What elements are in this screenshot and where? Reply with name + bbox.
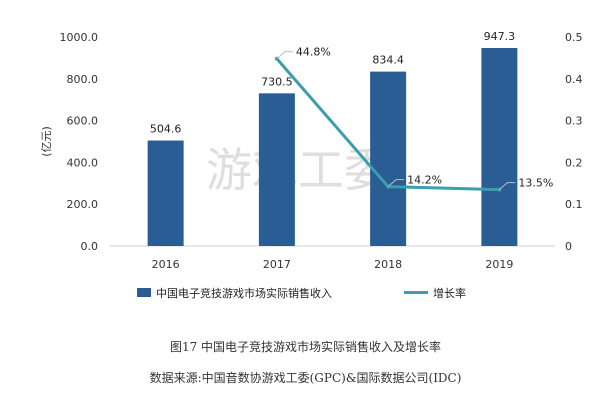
legend: 中国电子竞技游戏市场实际销售收入 增长率 xyxy=(137,286,466,300)
y-right-tick-label: 0.2 xyxy=(565,156,583,169)
y-right-tick-label: 0 xyxy=(565,240,572,253)
legend-bar-swatch xyxy=(137,288,151,297)
legend-bar-label: 中国电子竞技游戏市场实际销售收入 xyxy=(156,286,332,300)
growth-data-label: 14.2% xyxy=(407,174,442,187)
figure-caption: 图17 中国电子竞技游戏市场实际销售收入及增长率 xyxy=(169,340,442,354)
y-left-tick-label: 600.0 xyxy=(67,115,99,128)
bar-data-label: 947.3 xyxy=(484,30,516,43)
leader-line xyxy=(499,182,516,190)
leader-line xyxy=(276,51,293,60)
bar-series: 504.6 730.5 834.4 947.3 xyxy=(147,30,518,247)
x-tick-label: 2016 xyxy=(152,258,180,271)
y-left-tick-label: 200.0 xyxy=(67,198,99,211)
y-right-tick-label: 0.5 xyxy=(565,31,583,44)
x-tick-label: 2018 xyxy=(374,258,402,271)
growth-data-label: 44.8% xyxy=(296,46,331,59)
figure-source: 数据来源:中国音数协游戏工委(GPC)&国际数据公司(IDC) xyxy=(149,371,462,385)
bar-data-label: 504.6 xyxy=(150,123,182,136)
y-left-tick-label: 400.0 xyxy=(67,156,99,169)
growth-line-series: 44.8% 14.2% 13.5% xyxy=(274,46,553,192)
x-tick-label: 2019 xyxy=(485,258,513,271)
legend-line-label: 增长率 xyxy=(433,286,466,300)
y-left-axis: 0.0 200.0 400.0 600.0 800.0 1000.0 xyxy=(60,31,99,253)
leader-line xyxy=(387,179,405,188)
y-right-tick-label: 0.3 xyxy=(565,115,583,128)
bar xyxy=(370,71,407,246)
bar xyxy=(147,140,184,246)
y-left-axis-title: (亿元) xyxy=(40,126,53,157)
y-right-tick-label: 0.4 xyxy=(565,73,583,86)
x-tick-label: 2017 xyxy=(263,258,291,271)
bar xyxy=(481,48,518,247)
y-right-axis: 0 0.1 0.2 0.3 0.4 0.5 xyxy=(565,31,583,253)
y-right-tick-label: 0.1 xyxy=(565,198,583,211)
bar-data-label: 834.4 xyxy=(372,54,404,67)
y-left-tick-label: 0.0 xyxy=(81,240,99,253)
x-axis: 2016 2017 2018 2019 xyxy=(152,258,514,271)
y-left-tick-label: 800.0 xyxy=(67,73,99,86)
bar xyxy=(258,93,295,246)
watermark: 游戏工委 xyxy=(206,143,390,197)
bar-data-label: 730.5 xyxy=(261,75,293,88)
growth-data-label: 13.5% xyxy=(518,177,553,190)
y-left-tick-label: 1000.0 xyxy=(60,31,99,44)
